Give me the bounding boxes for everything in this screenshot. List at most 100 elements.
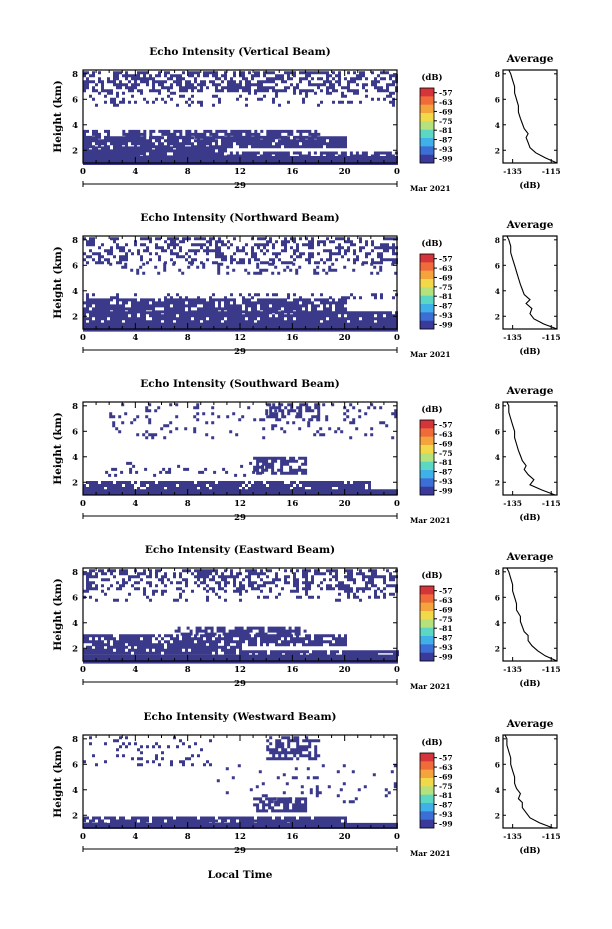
echo-region	[109, 262, 398, 275]
average-y-tick-label: 2	[495, 644, 500, 653]
echo-region	[83, 71, 398, 93]
panel-title: Echo Intensity (Vertical Beam)	[149, 46, 330, 58]
echo-region	[83, 136, 347, 149]
colorbar-tick-label: -69	[439, 273, 453, 282]
echo-region	[83, 298, 347, 314]
x-tick-label: 4	[132, 832, 138, 842]
colorbar-segment	[420, 470, 434, 479]
x-tick-label: 4	[132, 665, 138, 675]
date-day-label: 29	[234, 679, 246, 689]
colorbar-segment	[420, 611, 434, 620]
average-y-tick-label: 4	[495, 619, 500, 628]
colorbar-segment	[420, 753, 434, 762]
echo-region	[83, 589, 398, 602]
y-tick-label: 2	[72, 644, 78, 654]
average-y-tick-label: 6	[495, 593, 500, 602]
colorbar-segment	[420, 445, 434, 454]
panel-title: Echo Intensity (Westward Beam)	[143, 711, 336, 723]
x-tick-label: 8	[185, 665, 191, 675]
average-frame	[502, 235, 558, 330]
x-tick-label: 0	[394, 832, 400, 842]
colorbar-tick-label: -93	[439, 477, 453, 486]
average-x-tick-label: -115	[542, 499, 561, 508]
y-tick-label: 8	[72, 70, 78, 80]
colorbar-unit-label: (dB)	[421, 72, 442, 83]
average-x-tick-label: -135	[503, 499, 522, 508]
panel-2: Echo Intensity (Southward Beam) 2 4 6 8 0 4 8 12…	[52, 378, 561, 525]
echo-region	[86, 293, 398, 300]
colorbar-segment	[420, 486, 434, 496]
x-tick-label: 0	[80, 167, 86, 177]
colorbar-unit-label: (dB)	[421, 238, 442, 249]
colorbar-segment	[420, 461, 434, 471]
average-frame	[502, 401, 558, 496]
colorbar-tick-label: -57	[439, 255, 453, 264]
average-y-tick-label: 4	[495, 453, 500, 462]
average-profile: Average 2 4 6 8 -135 -115(dB)	[495, 385, 561, 523]
y-tick-label: 6	[72, 261, 78, 271]
x-tick-label: 0	[394, 167, 400, 177]
x-tick-label: 12	[234, 167, 246, 177]
x-tick-label: 12	[234, 832, 246, 842]
panel-0: Echo Intensity (Vertical Beam) 2 4 6 8 0 4 8 12 1…	[52, 46, 561, 193]
y-tick-label: 6	[72, 95, 78, 105]
y-tick-label: 4	[72, 786, 78, 796]
colorbar-tick-label: -69	[439, 605, 453, 614]
average-profile-line	[506, 401, 556, 496]
echo-region	[83, 569, 398, 591]
colorbar-tick-label: -99	[439, 154, 453, 163]
x-tick-label: 0	[394, 333, 400, 343]
colorbar-tick-label: -81	[439, 458, 453, 467]
average-x-label: (dB)	[519, 845, 540, 856]
average-x-label: (dB)	[519, 180, 540, 191]
colorbar-tick-label: -57	[439, 587, 453, 596]
x-tick-label: 16	[286, 832, 298, 842]
echo-region	[240, 650, 399, 657]
average-x-tick-label: -115	[542, 167, 561, 176]
colorbar-segment	[420, 778, 434, 787]
echo-region	[266, 736, 321, 761]
heatmap-cells	[83, 736, 398, 829]
colorbar-segment	[420, 811, 434, 820]
colorbar-segment	[420, 627, 434, 637]
x-tick-label: 4	[132, 333, 138, 343]
echo-region	[89, 91, 395, 107]
y-tick-label: 4	[72, 619, 78, 629]
average-y-tick-label: 2	[495, 811, 500, 820]
panel-1: Echo Intensity (Northward Beam) 2 4 6 8 0 4 8 12…	[52, 212, 561, 359]
colorbar-frame	[419, 585, 435, 662]
x-tick-label: 20	[339, 665, 351, 675]
x-tick-label: 0	[80, 333, 86, 343]
heatmap-cells	[83, 237, 398, 332]
colorbar-tick-label: -75	[439, 283, 453, 292]
colorbar-frame	[419, 752, 435, 829]
colorbar-segment	[420, 113, 434, 122]
date-month-label: Mar 2021	[410, 682, 451, 691]
colorbar-tick-label: -57	[439, 421, 453, 430]
average-title: Average	[506, 718, 554, 730]
colorbar-segment	[420, 644, 434, 653]
average-y-tick-label: 8	[495, 236, 500, 245]
colorbar-tick-label: -75	[439, 615, 453, 624]
colorbar-tick-label: -57	[439, 89, 453, 98]
colorbar-segment	[420, 594, 434, 603]
colorbar-frame	[419, 253, 435, 330]
average-x-tick-label: -135	[503, 333, 522, 342]
average-y-tick-label: 8	[495, 70, 500, 79]
x-tick-label: 20	[339, 167, 351, 177]
colorbar-segment	[420, 636, 434, 645]
average-y-tick-label: 2	[495, 146, 500, 155]
y-tick-label: 8	[72, 735, 78, 745]
colorbar-segment	[420, 652, 434, 662]
heatmap-cells	[83, 71, 398, 165]
date-day-label: 29	[234, 513, 246, 523]
date-day-label: 29	[234, 347, 246, 357]
colorbar-tick-label: -63	[439, 430, 453, 439]
average-profile: Average 2 4 6 8 -135 -115(dB)	[495, 551, 561, 689]
date-day-label: 29	[234, 846, 246, 856]
average-x-tick-label: -115	[542, 832, 561, 841]
colorbar-tick-label: -87	[439, 634, 453, 643]
colorbar-tick-label: -69	[439, 772, 453, 781]
average-profile-line	[506, 235, 558, 330]
colorbar-tick-label: -81	[439, 791, 453, 800]
